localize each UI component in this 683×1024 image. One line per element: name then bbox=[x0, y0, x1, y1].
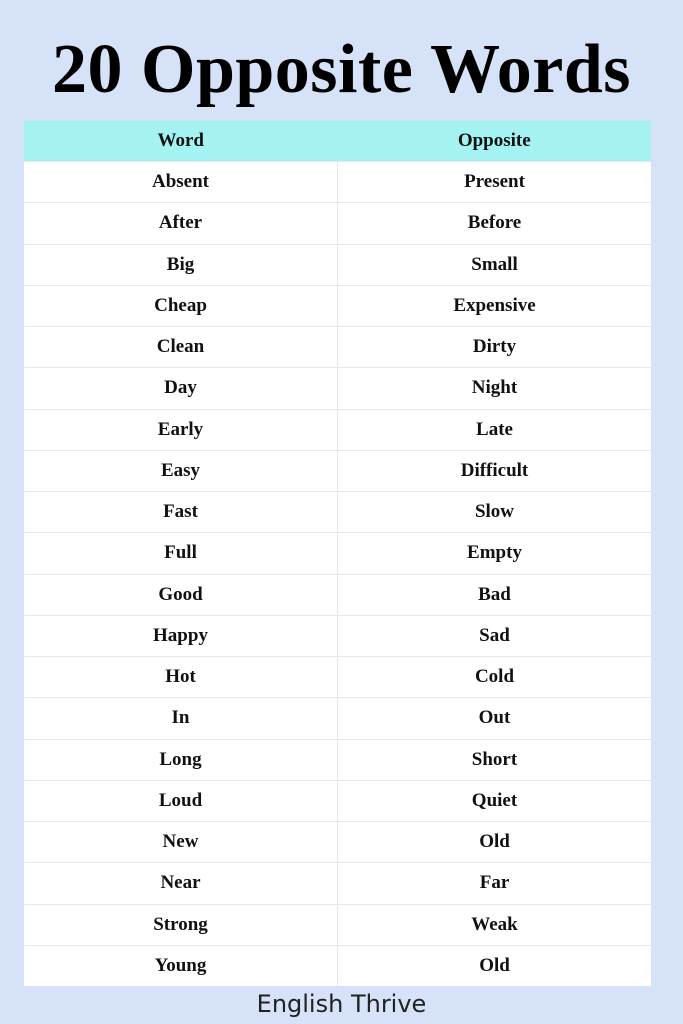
opposite-cell: Empty bbox=[467, 542, 522, 564]
table-row: Clean Dirty bbox=[24, 326, 651, 368]
word-cell: Early bbox=[24, 409, 338, 450]
opposite-cell: Night bbox=[471, 377, 518, 399]
opposite-cell: Dirty bbox=[472, 336, 517, 358]
table-row: Good Bad bbox=[24, 573, 651, 615]
table-row: Day Night bbox=[24, 367, 651, 409]
opposite-cell: Far bbox=[479, 872, 510, 894]
column-header-word: Word bbox=[157, 130, 204, 151]
opposite-cell: Difficult bbox=[460, 459, 529, 481]
word-cell: Absent bbox=[24, 162, 338, 203]
opposite-cell: Out bbox=[478, 707, 511, 729]
word-cell: In bbox=[24, 698, 338, 739]
word-cell: Hot bbox=[24, 657, 338, 698]
table-row: Full Empty bbox=[24, 532, 651, 574]
word-cell: Strong bbox=[24, 904, 338, 945]
word-cell: New bbox=[24, 822, 338, 863]
opposite-cell: Cold bbox=[474, 666, 515, 688]
column-header-opposite: Opposite bbox=[457, 130, 531, 151]
table-row: Long Short bbox=[24, 738, 651, 780]
table-row: Happy Sad bbox=[24, 614, 651, 656]
opposite-cell: Old bbox=[479, 831, 510, 853]
table-row: Young Old bbox=[24, 944, 651, 986]
word-cell: Near bbox=[24, 863, 338, 904]
opposite-cell: Expensive bbox=[453, 294, 536, 316]
word-cell: Clean bbox=[24, 327, 338, 368]
opposite-cell: Sad bbox=[479, 624, 510, 646]
word-cell: Happy bbox=[24, 615, 338, 656]
table-row: Big Small bbox=[24, 243, 651, 285]
word-cell: Long bbox=[24, 739, 338, 780]
opposite-cell: Short bbox=[471, 748, 518, 770]
table-row: Hot Cold bbox=[24, 656, 651, 698]
opposites-table: Word Opposite Absent Present After Before Bi… bbox=[24, 121, 651, 986]
word-cell: Easy bbox=[24, 450, 338, 491]
word-cell: Big bbox=[24, 244, 338, 285]
opposite-cell: Weak bbox=[471, 913, 518, 935]
opposite-cell: Late bbox=[476, 418, 513, 440]
opposite-cell: Before bbox=[467, 212, 522, 234]
word-cell: Loud bbox=[24, 780, 338, 821]
table-row: Cheap Expensive bbox=[24, 284, 651, 326]
opposite-cell: Small bbox=[471, 253, 518, 275]
table-row: New Old bbox=[24, 821, 651, 863]
table-header: Word Opposite bbox=[24, 121, 651, 161]
word-cell: Fast bbox=[24, 492, 338, 533]
table-row: Near Far bbox=[24, 862, 651, 904]
opposite-cell: Bad bbox=[478, 583, 511, 605]
opposite-cell: Quiet bbox=[471, 789, 518, 811]
table-row: Absent Present bbox=[24, 161, 651, 203]
table-row: Easy Difficult bbox=[24, 449, 651, 491]
table-row: Early Late bbox=[24, 408, 651, 450]
table-row: After Before bbox=[24, 202, 651, 244]
word-cell: Day bbox=[24, 368, 338, 409]
opposite-cell: Present bbox=[464, 171, 525, 193]
word-cell: Young bbox=[24, 945, 338, 986]
opposite-cell: Old bbox=[479, 954, 510, 976]
footer-brand: English Thrive bbox=[256, 990, 427, 1018]
page-title: 20 Opposite Words bbox=[52, 31, 631, 108]
table-row: In Out bbox=[24, 697, 651, 739]
table-row: Strong Weak bbox=[24, 903, 651, 945]
table-row: Fast Slow bbox=[24, 491, 651, 533]
word-cell: Full bbox=[24, 533, 338, 574]
word-cell: Good bbox=[24, 574, 338, 615]
opposite-cell: Slow bbox=[474, 501, 515, 523]
word-cell: After bbox=[24, 203, 338, 244]
table-row: Loud Quiet bbox=[24, 779, 651, 821]
word-cell: Cheap bbox=[24, 285, 338, 326]
